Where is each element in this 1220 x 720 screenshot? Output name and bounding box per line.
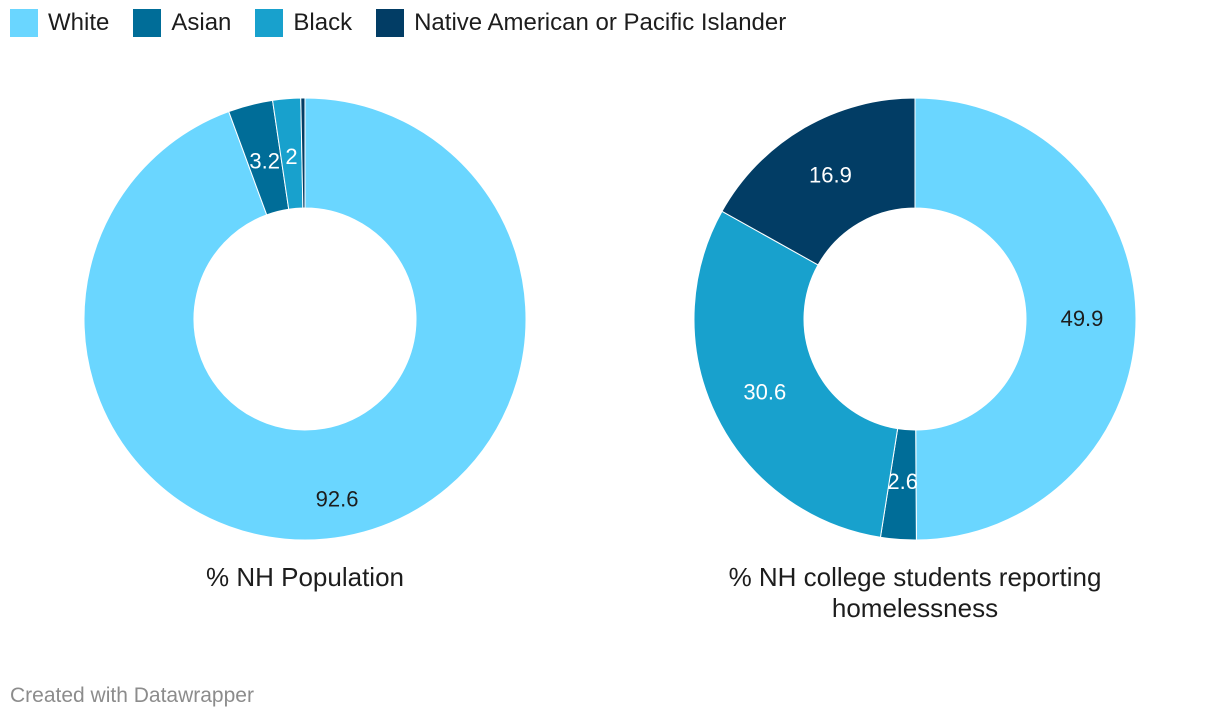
- footer-credit: Created with Datawrapper: [10, 684, 254, 707]
- legend-item-native: Native American or Pacific Islander: [376, 9, 786, 37]
- data-label-native-american-or-pacific-islander: 16.9: [809, 162, 852, 187]
- donut-chart-1: 92.6 3.2 2 % NH Population: [83, 97, 527, 592]
- slice-black: [693, 210, 899, 538]
- legend-label-white: White: [48, 9, 110, 36]
- chart-title-2-line-1: % NH college students reporting: [729, 562, 1102, 592]
- donut-chart-2: 49.9 2.6 30.6 16.9 % NH college students rep…: [693, 97, 1137, 623]
- chart-title-2-line-2: homelessness: [832, 593, 998, 623]
- legend-swatch-black: [255, 9, 284, 37]
- slice-white: [914, 97, 1137, 541]
- data-label-black: 30.6: [743, 379, 786, 404]
- legend-label-asian: Asian: [171, 9, 232, 36]
- legend-item-black: Black: [255, 9, 352, 37]
- data-label-asian: 3.2: [249, 149, 280, 174]
- data-label-white: 92.6: [316, 487, 359, 512]
- data-label-asian: 2.6: [887, 469, 918, 494]
- legend-label-native: Native American or Pacific Islander: [414, 9, 787, 36]
- legend-swatch-white: [10, 9, 38, 37]
- legend-swatch-asian: [133, 9, 162, 37]
- data-label-white: 49.9: [1061, 306, 1104, 331]
- legend-label-black: Black: [293, 9, 353, 36]
- data-label-black: 2: [285, 144, 297, 169]
- donut-charts: 92.6 3.2 2 % NH Population 49.9 2.6 30.6 16.9 % …: [83, 97, 1137, 623]
- slice-native-american-or-pacific-islander: [721, 97, 916, 266]
- legend-swatch-native: [376, 9, 405, 37]
- legend: White Asian Black Native American or Pac…: [10, 9, 810, 37]
- legend-item-asian: Asian: [133, 9, 231, 37]
- slice-white: [83, 97, 527, 541]
- slice-native-american-or-pacific-islander: [300, 97, 306, 209]
- chart-title-1: % NH Population: [206, 562, 404, 592]
- legend-item-white: White: [10, 9, 109, 37]
